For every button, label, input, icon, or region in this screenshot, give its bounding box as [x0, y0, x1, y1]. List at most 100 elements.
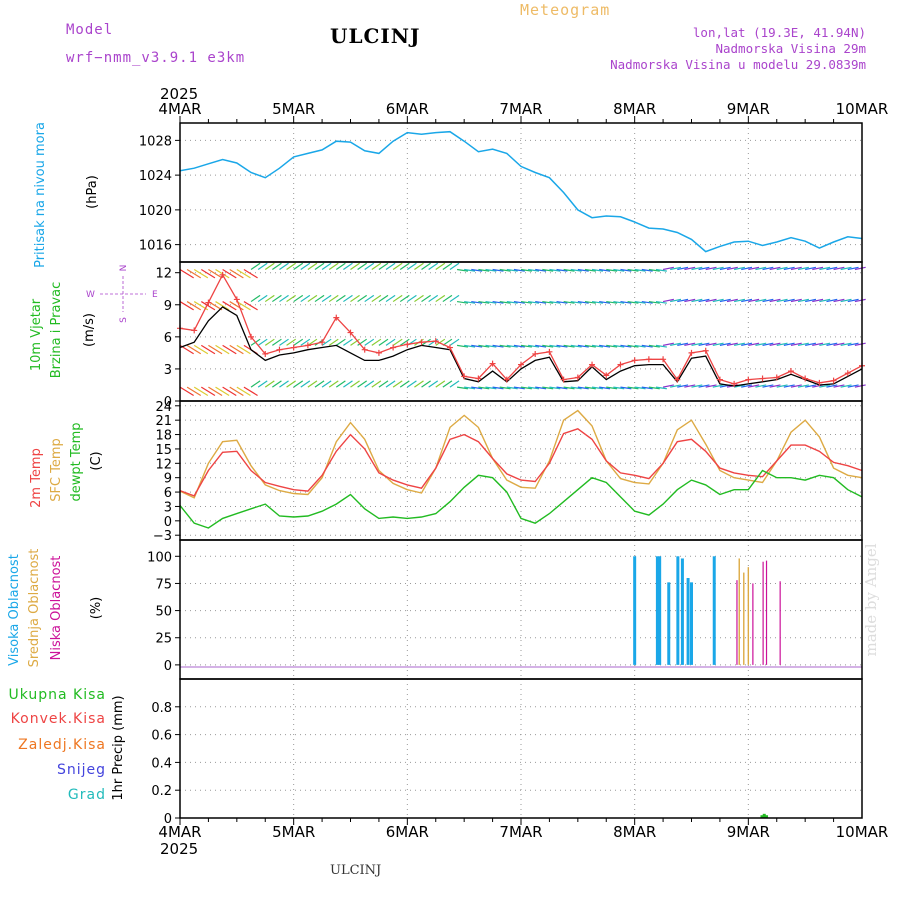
wind-barb: [826, 384, 838, 388]
cloud-y-ticks: 0 25 50 75 100: [147, 550, 180, 674]
wind-barb: [215, 386, 230, 396]
wind-barb: [670, 384, 682, 388]
wind-speed-marker: [248, 333, 255, 340]
t-ytick-label: −3: [153, 529, 172, 544]
wind-barb: [648, 268, 660, 272]
wind-barb: [399, 294, 410, 303]
wind-barb: [414, 262, 424, 270]
wind-barb: [549, 344, 561, 348]
wind-barb: [321, 262, 332, 270]
wind-barb: [250, 262, 261, 270]
wind-barb: [705, 384, 717, 388]
cloud-grid: [180, 540, 862, 679]
wind-speed-marker: [304, 342, 311, 349]
wind-barb: [783, 384, 795, 388]
w-ytick-label: 12: [155, 267, 172, 282]
wind-barb: [584, 344, 596, 348]
wind-barb: [812, 342, 824, 346]
wind-barb: [662, 298, 674, 303]
wind-barb: [293, 262, 304, 270]
wind-barb: [563, 268, 575, 272]
wind-barb: [591, 300, 604, 304]
wind-barb: [797, 298, 809, 303]
cloud-bar: [747, 567, 750, 665]
cloud-panel: 0 25 50 75 100 Visoka Oblacnost Srednja Obla…: [7, 540, 862, 679]
wind-barb: [478, 300, 490, 304]
p-ytick-label: 1016: [139, 239, 172, 254]
wind-speed-marker: [205, 299, 212, 306]
year-bottom: 2025: [160, 840, 198, 858]
wind-barb: [613, 344, 625, 348]
wind-barb: [449, 338, 460, 346]
cloud-bar: [712, 556, 716, 665]
wind-barb: [805, 342, 817, 346]
model-name: wrf−nmm_v3.9.1 e3km: [66, 50, 245, 66]
c-ytick-label: 75: [155, 577, 172, 592]
wind-barb: [840, 298, 852, 303]
wind-barb: [755, 342, 767, 346]
wind-barb: [229, 344, 244, 355]
wind-barb: [399, 380, 410, 388]
compass-east: E: [152, 290, 158, 300]
wind-mean-line: [179, 306, 863, 387]
wind-barb: [406, 262, 417, 270]
elevation-info: Nadmorska Visina 29m: [715, 41, 866, 56]
wind-barb: [392, 262, 403, 270]
compass-rose: N W E S: [86, 265, 158, 323]
wind-barb: [513, 344, 525, 348]
footer-station: ULCINJ: [330, 863, 381, 878]
compass-west: W: [86, 290, 95, 300]
wind-barb: [300, 294, 311, 303]
wind-barb: [464, 344, 476, 348]
wind-barb: [826, 266, 838, 271]
wind-barb: [556, 268, 568, 272]
cloud-label-3: Niska Oblacnost: [49, 556, 64, 661]
wind-barb: [435, 380, 446, 388]
wind-speed-marker: [830, 377, 837, 384]
wind-speed-marker: [418, 339, 425, 346]
p-ytick-label: 1024: [139, 169, 172, 184]
wind-barb: [293, 380, 304, 388]
wind-barb: [357, 380, 368, 388]
wind-speed-marker: [560, 376, 567, 383]
wind-barb: [528, 268, 540, 272]
wind-barb: [648, 344, 660, 348]
precip-legend-total: Ukupna Kisa: [8, 687, 106, 703]
precip-bars: [760, 813, 769, 818]
wind-barb: [414, 380, 424, 388]
c-ytick-label: 50: [155, 605, 172, 620]
wind-barb: [335, 262, 346, 270]
wind-barb: [364, 262, 375, 270]
wind-barb: [364, 380, 375, 388]
wind-barb: [449, 294, 460, 303]
wind-speed-marker: [674, 376, 681, 383]
pressure-unit: (hPa): [85, 175, 100, 209]
wind-barb: [833, 342, 845, 346]
cloud-bar: [676, 556, 680, 665]
precip-legend-snow: Snijeg: [57, 762, 106, 778]
wind-barb: [243, 386, 258, 396]
wind-barb: [200, 301, 216, 311]
wind-barb: [712, 298, 724, 303]
wind-speed-marker: [802, 375, 809, 382]
wind-barb: [321, 338, 332, 346]
bottom-time-tick-label: 8MAR: [613, 823, 656, 841]
wind-barb: [293, 338, 304, 346]
wind-barb: [606, 344, 618, 348]
temperature-grid: [180, 401, 862, 540]
cloud-bar: [655, 556, 659, 665]
wind-barb: [797, 266, 809, 271]
wind-barb: [570, 268, 582, 272]
wind-barb: [655, 344, 667, 348]
wind-barb: [748, 384, 760, 388]
wind-barb: [428, 294, 439, 303]
wind-barb: [506, 268, 518, 272]
temp-label-2: SFC Temp: [49, 438, 64, 502]
wind-barb: [819, 266, 831, 271]
wind-barb: [819, 342, 831, 346]
wind-barb: [222, 268, 237, 279]
wind-barb: [705, 298, 717, 303]
precip-grid: [180, 679, 862, 818]
wind-speed-marker: [347, 329, 354, 336]
